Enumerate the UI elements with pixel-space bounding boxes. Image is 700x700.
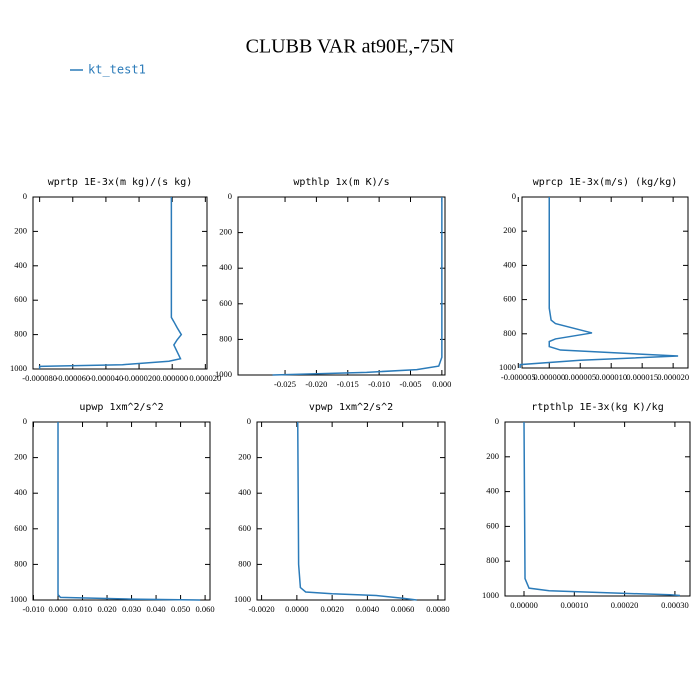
y-tick-label: 400 xyxy=(486,486,499,496)
x-tick-label: 0.000000 xyxy=(533,372,565,382)
x-tick-label: 0.030 xyxy=(122,604,141,614)
x-tick-label: -0.025 xyxy=(274,379,296,389)
legend-label: kt_test1 xyxy=(88,63,146,77)
profile-line xyxy=(519,197,679,368)
y-tick-label: 800 xyxy=(14,558,27,568)
y-tick-label: 800 xyxy=(14,329,27,339)
x-tick-label: -0.000080 xyxy=(22,373,57,383)
x-tick-label: -0.000005 xyxy=(501,372,536,382)
x-tick-label: 0.0020 xyxy=(320,604,343,614)
x-tick-label: -0.000060 xyxy=(55,373,90,383)
y-tick-label: 1000 xyxy=(499,362,516,372)
y-tick-label: 800 xyxy=(238,558,251,568)
x-tick-label: 0.020 xyxy=(97,604,116,614)
profile-line xyxy=(57,422,201,601)
x-tick-label: 0.000020 xyxy=(657,372,689,382)
x-tick-label: -0.015 xyxy=(337,379,359,389)
x-tick-label: -0.000040 xyxy=(89,373,124,383)
x-tick-label: -0.020 xyxy=(305,379,327,389)
x-tick-label: -0.000020 xyxy=(122,373,157,383)
y-tick-label: 600 xyxy=(219,298,232,308)
x-tick-label: -0.005 xyxy=(400,379,422,389)
x-tick-label: 0.00000 xyxy=(510,600,538,610)
panel-title: wprtp 1E-3x(m kg)/(s kg) xyxy=(48,177,193,188)
profile-line xyxy=(296,421,417,601)
y-tick-label: 1000 xyxy=(10,363,27,373)
y-tick-label: 600 xyxy=(14,523,27,533)
y-tick-label: 200 xyxy=(238,452,251,462)
x-tick-label: 0.000020 xyxy=(189,373,221,383)
y-tick-label: 200 xyxy=(219,227,232,237)
y-tick-label: 0 xyxy=(23,191,27,201)
y-tick-label: 200 xyxy=(14,225,27,235)
x-tick-label: 0.000 xyxy=(48,604,67,614)
profile-line xyxy=(38,197,183,369)
y-tick-label: 1000 xyxy=(215,369,232,379)
y-tick-label: 0 xyxy=(228,191,232,201)
panel-title: rtpthlp 1E-3x(kg K)/kg xyxy=(531,402,663,413)
y-tick-label: 200 xyxy=(503,225,516,235)
x-tick-label: 0.00030 xyxy=(661,600,689,610)
y-tick-label: 0 xyxy=(247,416,251,426)
panel-title: wpthlp 1x(m K)/s xyxy=(293,177,389,188)
y-tick-label: 1000 xyxy=(234,594,251,604)
y-tick-label: 600 xyxy=(503,294,516,304)
plot-frame xyxy=(32,196,208,370)
x-tick-label: 0.000 xyxy=(432,379,451,389)
plot-frame xyxy=(237,196,446,376)
panel-title: wprcp 1E-3x(m/s) (kg/kg) xyxy=(533,177,678,188)
x-tick-label: 0.000005 xyxy=(564,372,596,382)
x-tick-label: 0.0060 xyxy=(391,604,414,614)
x-tick-label: 0.000015 xyxy=(626,372,658,382)
y-tick-label: 400 xyxy=(219,262,232,272)
x-tick-label: -0.010 xyxy=(368,379,390,389)
x-tick-label: 0.040 xyxy=(147,604,166,614)
y-tick-label: 400 xyxy=(238,487,251,497)
plot-frame xyxy=(504,421,691,597)
y-tick-label: 0 xyxy=(512,191,516,201)
panel-title: upwp 1xm^2/s^2 xyxy=(79,402,163,413)
x-tick-label: 0.0040 xyxy=(356,604,379,614)
y-tick-label: 800 xyxy=(219,333,232,343)
y-tick-label: 600 xyxy=(14,294,27,304)
y-tick-label: 800 xyxy=(503,328,516,338)
y-tick-label: 200 xyxy=(486,451,499,461)
y-tick-label: 400 xyxy=(14,260,27,270)
profile-line xyxy=(272,197,443,376)
x-tick-label: 0.050 xyxy=(171,604,190,614)
plot-frame xyxy=(521,196,689,369)
plot-frame xyxy=(32,421,211,601)
x-tick-label: 0.060 xyxy=(196,604,215,614)
x-tick-label: -0.0020 xyxy=(248,604,274,614)
y-tick-label: 200 xyxy=(14,452,27,462)
x-tick-label: -0.010 xyxy=(23,604,45,614)
panel-title: vpwp 1xm^2/s^2 xyxy=(309,402,393,413)
y-tick-label: 800 xyxy=(486,555,499,565)
x-tick-label: 0.00010 xyxy=(560,600,588,610)
x-tick-label: 0.000010 xyxy=(595,372,627,382)
y-tick-label: 1000 xyxy=(10,594,27,604)
y-tick-label: 600 xyxy=(486,520,499,530)
y-tick-label: 0 xyxy=(495,416,499,426)
x-tick-label: 0.0000 xyxy=(285,604,308,614)
x-tick-label: 0.000000 xyxy=(156,373,188,383)
x-tick-label: 0.00020 xyxy=(611,600,639,610)
y-tick-label: 0 xyxy=(23,416,27,426)
y-tick-label: 400 xyxy=(503,259,516,269)
plot-frame xyxy=(256,421,446,601)
x-tick-label: 0.0080 xyxy=(426,604,449,614)
x-tick-label: 0.010 xyxy=(73,604,92,614)
figure-title: CLUBB VAR at90E,-75N xyxy=(246,36,455,58)
y-tick-label: 1000 xyxy=(482,590,499,600)
y-tick-label: 600 xyxy=(238,523,251,533)
y-tick-label: 400 xyxy=(14,487,27,497)
profile-line xyxy=(523,421,680,597)
